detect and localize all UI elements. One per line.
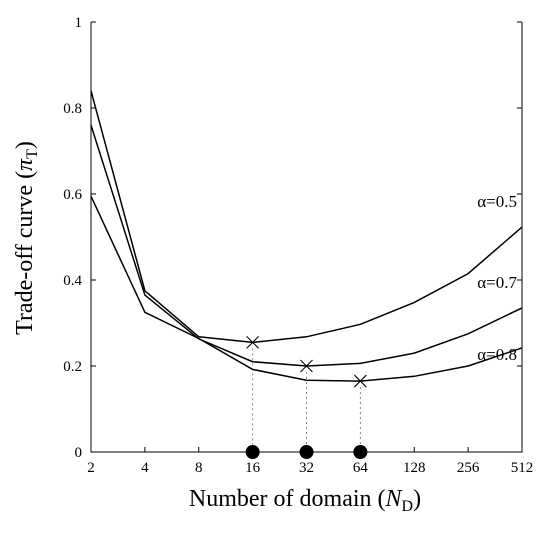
y-tick-label: 0.2 bbox=[63, 359, 82, 375]
optimum-marker bbox=[353, 374, 367, 388]
optimum-marker bbox=[300, 359, 313, 373]
x-axis-title: Number of domain (ND) bbox=[189, 486, 421, 515]
series-label: α=0.8 bbox=[477, 345, 517, 364]
series-line bbox=[90, 90, 523, 344]
y-axis-title: Trade-off curve (πT) bbox=[12, 141, 41, 335]
y-axis-title-main: Trade-off curve ( bbox=[12, 171, 38, 335]
optimum-markers bbox=[246, 335, 367, 388]
series-label: α=0.5 bbox=[477, 192, 517, 211]
y-axis-title-italic: π bbox=[12, 158, 38, 171]
x-tick-label: 4 bbox=[141, 460, 149, 476]
y-tick-label: 0.8 bbox=[63, 101, 82, 117]
x-tick-label: 2 bbox=[87, 460, 95, 476]
y-tick-label: 0.6 bbox=[63, 187, 82, 203]
x-axis-ticks: 2 4 8 16 32 64 128 256 512 bbox=[87, 447, 533, 476]
y-tick-label: 0 bbox=[75, 445, 83, 461]
y-axis-ticks: 0 0.2 0.4 0.6 0.8 1 bbox=[63, 15, 522, 461]
series-label: α=0.7 bbox=[477, 273, 517, 292]
x-axis-title-close: ) bbox=[413, 486, 421, 512]
x-axis-title-subscript: D bbox=[402, 498, 414, 515]
y-axis-title-close: ) bbox=[12, 141, 38, 149]
x-tick-label: 64 bbox=[353, 460, 369, 476]
x-axis-title-italic: N bbox=[385, 486, 404, 512]
series-line bbox=[90, 195, 523, 382]
x-tick-label: 512 bbox=[511, 460, 534, 476]
series-labels: α=0.5 α=0.7 α=0.8 bbox=[477, 192, 517, 364]
x-tick-label: 8 bbox=[195, 460, 203, 476]
series-line bbox=[90, 124, 523, 367]
x-tick-label: 32 bbox=[299, 460, 314, 476]
y-tick-label: 1 bbox=[75, 15, 83, 31]
x-tick-label: 128 bbox=[403, 460, 426, 476]
optimum-marker bbox=[246, 335, 260, 349]
series-lines bbox=[90, 90, 523, 382]
x-tick-label: 256 bbox=[457, 460, 480, 476]
x-tick-label: 16 bbox=[245, 460, 261, 476]
y-axis-title-subscript: T bbox=[24, 149, 41, 159]
x-axis-title-main: Number of domain ( bbox=[189, 486, 386, 512]
optimum-drop-lines bbox=[252, 348, 361, 452]
y-tick-label: 0.4 bbox=[63, 273, 82, 289]
